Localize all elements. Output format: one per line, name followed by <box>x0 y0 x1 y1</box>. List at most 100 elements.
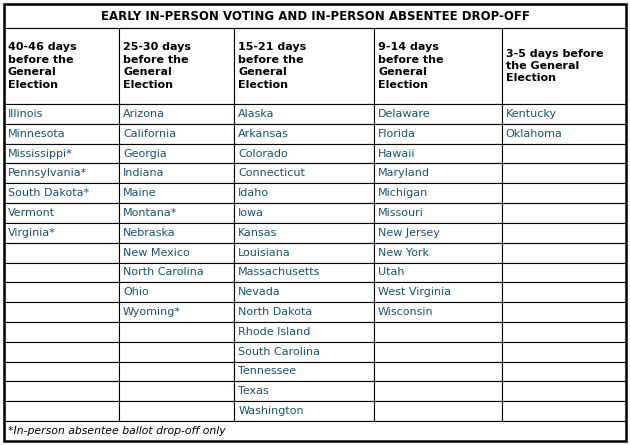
Bar <box>374 124 501 144</box>
Bar <box>4 401 119 421</box>
Bar <box>119 401 234 421</box>
Bar <box>501 144 626 163</box>
Bar <box>501 163 626 183</box>
Bar <box>4 282 119 302</box>
Text: Delaware: Delaware <box>378 109 431 119</box>
Bar <box>119 104 234 124</box>
Text: Idaho: Idaho <box>238 188 269 198</box>
Text: New York: New York <box>378 247 429 258</box>
Bar <box>374 163 501 183</box>
Bar <box>234 243 374 263</box>
Bar <box>501 183 626 203</box>
Text: Georgia: Georgia <box>123 149 167 158</box>
Text: Texas: Texas <box>238 386 269 396</box>
Bar <box>501 104 626 124</box>
Text: Michigan: Michigan <box>378 188 428 198</box>
Bar <box>374 381 501 401</box>
Bar <box>374 263 501 282</box>
Text: 3-5 days before
the General
Election: 3-5 days before the General Election <box>506 49 603 83</box>
Bar <box>119 203 234 223</box>
Bar <box>119 144 234 163</box>
Bar <box>119 163 234 183</box>
Text: Louisiana: Louisiana <box>238 247 291 258</box>
Text: 15-21 days
before the
General
Election: 15-21 days before the General Election <box>238 42 306 89</box>
Text: Florida: Florida <box>378 129 416 139</box>
Bar <box>119 302 234 322</box>
Bar <box>234 163 374 183</box>
Text: Virginia*: Virginia* <box>8 228 56 238</box>
Text: Kentucky: Kentucky <box>506 109 557 119</box>
Bar <box>4 342 119 361</box>
Text: Missouri: Missouri <box>378 208 424 218</box>
Text: Illinois: Illinois <box>8 109 43 119</box>
Bar <box>234 144 374 163</box>
Text: Oklahoma: Oklahoma <box>506 129 563 139</box>
Bar <box>374 104 501 124</box>
Bar <box>374 243 501 263</box>
Bar <box>4 361 119 381</box>
Bar <box>501 28 626 104</box>
Bar <box>501 381 626 401</box>
Text: Wisconsin: Wisconsin <box>378 307 433 317</box>
Bar <box>234 263 374 282</box>
Text: 25-30 days
before the
General
Election: 25-30 days before the General Election <box>123 42 191 89</box>
Bar <box>374 144 501 163</box>
Bar <box>4 124 119 144</box>
Bar <box>501 124 626 144</box>
Bar <box>234 104 374 124</box>
Bar <box>501 302 626 322</box>
Bar <box>501 263 626 282</box>
Bar <box>374 342 501 361</box>
Bar <box>234 124 374 144</box>
Text: Wyoming*: Wyoming* <box>123 307 181 317</box>
Bar <box>4 203 119 223</box>
Text: Maine: Maine <box>123 188 157 198</box>
Bar <box>374 322 501 342</box>
Bar <box>4 28 119 104</box>
Bar <box>374 361 501 381</box>
Bar <box>4 243 119 263</box>
Text: Tennessee: Tennessee <box>238 367 296 376</box>
Text: Hawaii: Hawaii <box>378 149 416 158</box>
Text: Alaska: Alaska <box>238 109 275 119</box>
Bar <box>234 282 374 302</box>
Bar <box>501 282 626 302</box>
Text: Mississippi*: Mississippi* <box>8 149 72 158</box>
Bar <box>374 28 501 104</box>
Text: Ohio: Ohio <box>123 287 149 297</box>
Bar <box>119 28 234 104</box>
Bar <box>234 223 374 243</box>
Bar <box>234 361 374 381</box>
Bar <box>234 401 374 421</box>
Bar <box>119 282 234 302</box>
Bar <box>501 361 626 381</box>
Text: Rhode Island: Rhode Island <box>238 327 311 337</box>
Bar <box>501 223 626 243</box>
Bar <box>119 124 234 144</box>
Bar <box>501 322 626 342</box>
Bar <box>4 4 626 28</box>
Text: Montana*: Montana* <box>123 208 178 218</box>
Text: Arizona: Arizona <box>123 109 165 119</box>
Text: 40-46 days
before the
General
Election: 40-46 days before the General Election <box>8 42 77 89</box>
Text: Vermont: Vermont <box>8 208 55 218</box>
Text: North Dakota: North Dakota <box>238 307 312 317</box>
Bar <box>4 104 119 124</box>
Bar <box>4 183 119 203</box>
Bar <box>501 243 626 263</box>
Text: Nebraska: Nebraska <box>123 228 176 238</box>
Bar <box>374 203 501 223</box>
Text: *In-person absentee ballot drop-off only: *In-person absentee ballot drop-off only <box>8 426 226 436</box>
Bar <box>4 302 119 322</box>
Bar <box>119 263 234 282</box>
Text: Massachusetts: Massachusetts <box>238 267 321 277</box>
Bar <box>119 322 234 342</box>
Bar <box>374 223 501 243</box>
Text: California: California <box>123 129 176 139</box>
Bar <box>374 282 501 302</box>
Text: Arkansas: Arkansas <box>238 129 289 139</box>
Text: Washington: Washington <box>238 406 304 416</box>
Text: Minnesota: Minnesota <box>8 129 66 139</box>
Bar <box>501 203 626 223</box>
Bar <box>119 223 234 243</box>
